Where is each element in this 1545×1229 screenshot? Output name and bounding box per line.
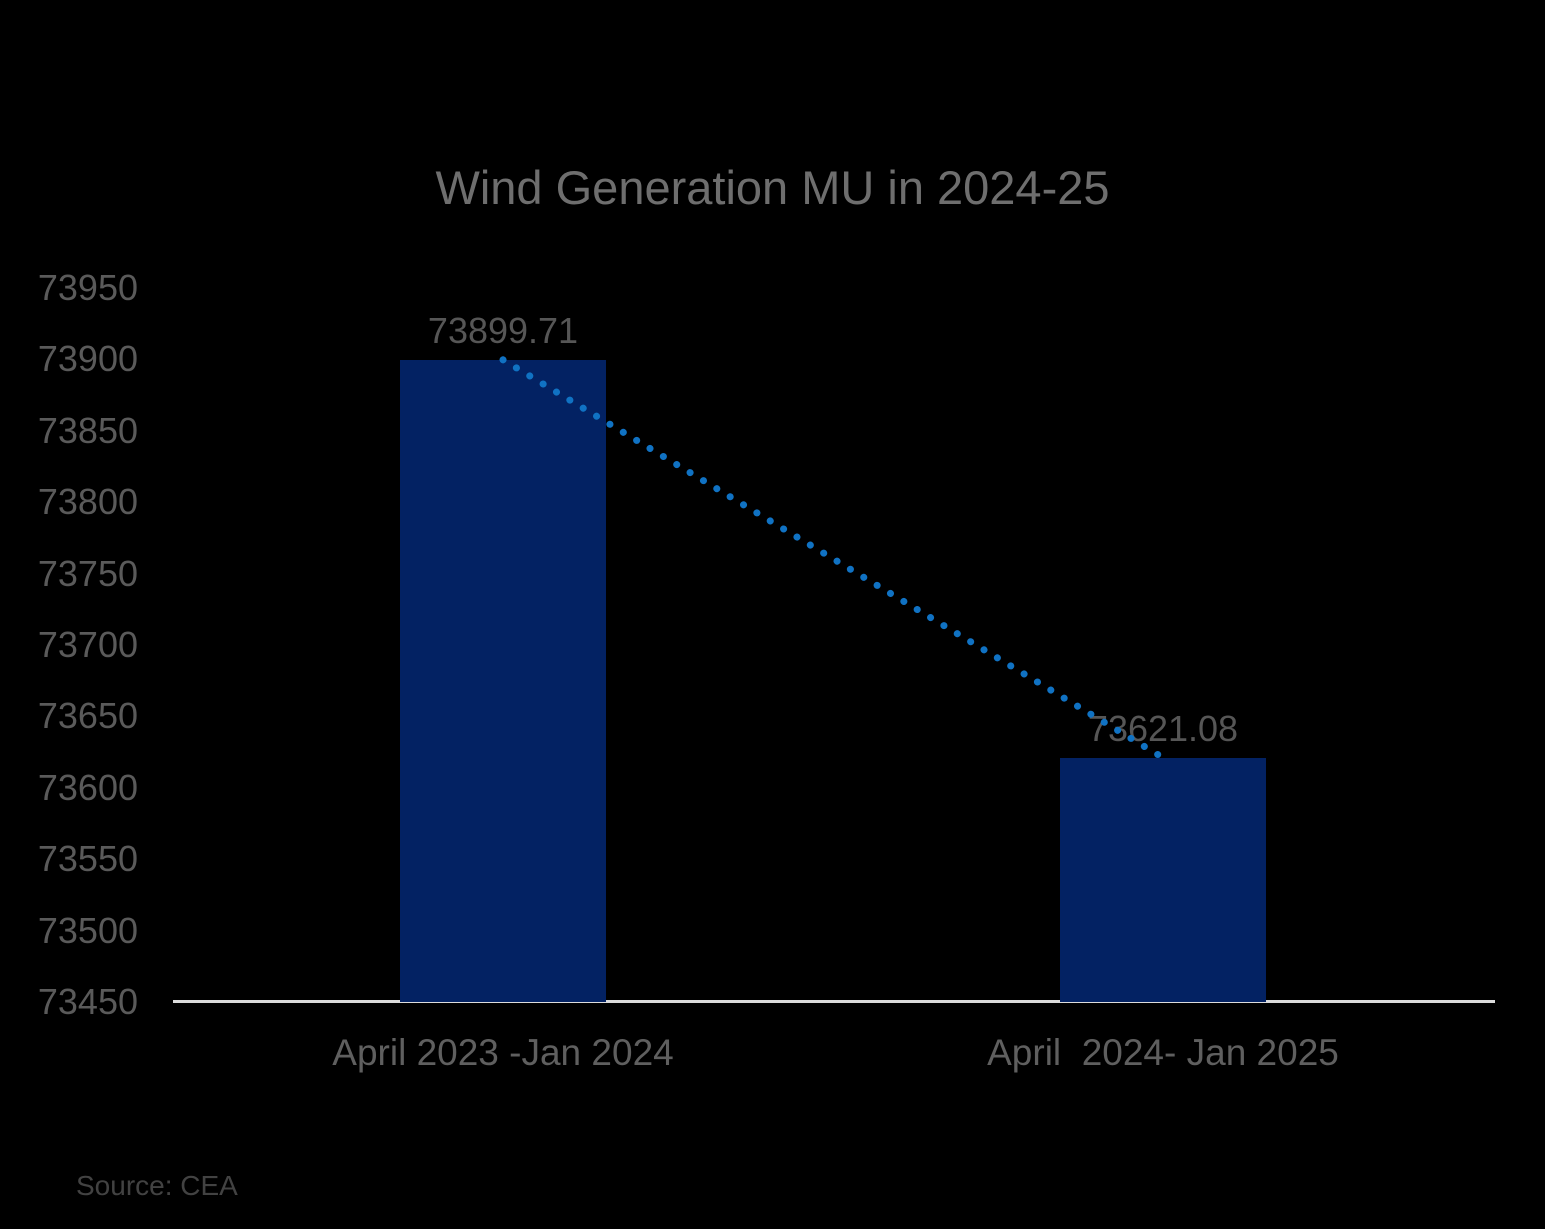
y-tick-label: 73550 <box>37 838 138 880</box>
y-tick-label: 73700 <box>37 624 138 665</box>
y-tick-label: 73950 <box>37 267 138 308</box>
y-tick-label: 73450 <box>37 981 138 1022</box>
data-label-2: 73621.08 <box>1087 707 1239 749</box>
source-note: Source: CEA <box>76 1170 238 1201</box>
bar-1 <box>400 359 606 1002</box>
y-tick-label: 73850 <box>37 409 138 451</box>
chart-title: Wind Generation MU in 2024-25 <box>435 161 1110 214</box>
y-tick-label: 73600 <box>37 766 138 808</box>
bar-2 <box>1060 757 1266 1002</box>
y-tick-label: 73900 <box>37 338 138 380</box>
category-label-1: April 2023 -Jan 2024 <box>332 1032 674 1073</box>
data-label-1: 73899.71 <box>427 309 579 351</box>
x-axis-line <box>173 1000 1495 1003</box>
y-tick-label: 73800 <box>37 481 138 523</box>
y-tick-label: 73750 <box>37 552 138 594</box>
y-tick-label: 73500 <box>37 909 138 951</box>
y-tick-label: 73650 <box>37 695 138 737</box>
category-label-2: April 2024- Jan 2025 <box>987 1032 1339 1073</box>
